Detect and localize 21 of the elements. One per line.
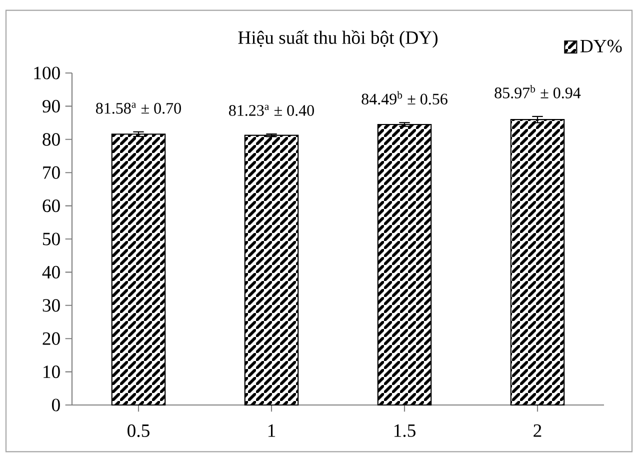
y-tick-label: 60 <box>42 199 60 212</box>
chart-title: Hiệu suất thu hồi bột (DY) <box>238 30 438 48</box>
data-label: 81.58$^{a}$ ± 0.70 <box>96 102 181 114</box>
y-tick-label: 40 <box>42 266 60 279</box>
x-tick-label: 1.5 <box>394 424 416 437</box>
data-label: 81.23$^{a}$ ± 0.40 <box>229 104 314 116</box>
text: DY% <box>580 40 622 52</box>
y-tick-label: 20 <box>42 332 60 345</box>
y-tick-label: 90 <box>42 100 60 113</box>
x-tick-label: 1 <box>268 424 276 437</box>
y-tick-label: 80 <box>42 133 60 146</box>
data-label: 85.97$^{b}$ ± 0.94 <box>494 84 581 98</box>
x-tick-label: 2 <box>534 424 542 437</box>
data-label: 84.49$^{b}$ ± 0.56 <box>362 91 448 105</box>
y-tick-label: 30 <box>42 299 60 312</box>
y-tick-label: 50 <box>43 232 60 246</box>
x-tick-label: 0.5 <box>128 424 150 438</box>
y-tick-label: 100 <box>34 66 60 80</box>
y-tick-label: 70 <box>43 166 60 179</box>
y-tick-label: 0 <box>52 398 60 412</box>
y-tick-label: 10 <box>44 365 60 378</box>
